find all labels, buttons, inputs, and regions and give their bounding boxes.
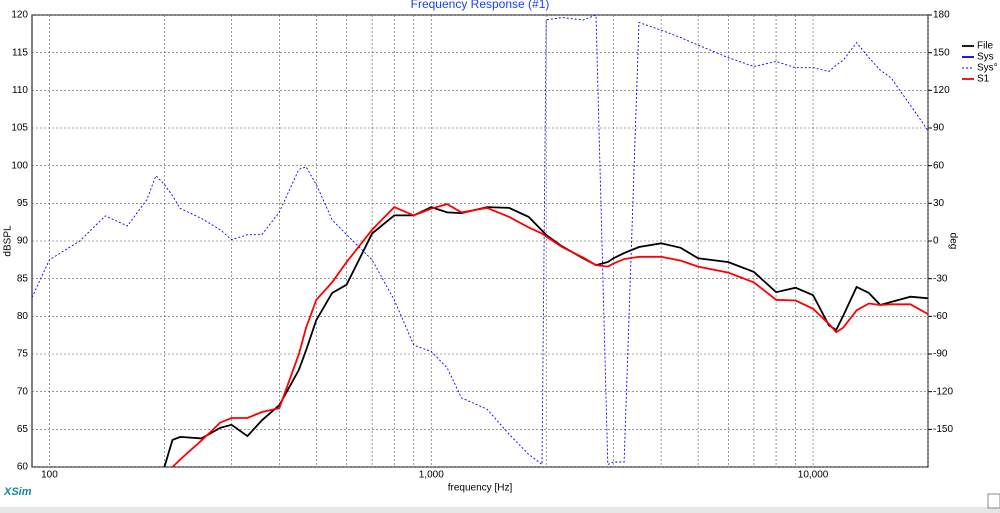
y2-tick-label: 30 — [933, 198, 945, 209]
series-line — [31, 14, 929, 466]
status-bar — [0, 507, 1000, 513]
series-line — [171, 203, 929, 468]
series-line — [163, 206, 929, 468]
y2-tick-label: 180 — [933, 10, 950, 21]
y2-tick-label: 60 — [933, 160, 945, 171]
x-tick-label: 1,000 — [419, 470, 444, 481]
window-button[interactable] — [987, 493, 1000, 509]
x-tick-label: 10,000 — [798, 470, 829, 481]
y-tick-label: 65 — [17, 424, 29, 435]
y-tick-label: 95 — [17, 198, 29, 209]
y-tick-label: 110 — [12, 85, 28, 96]
y-tick-label: 120 — [11, 10, 28, 21]
y2-tick-label: -60 — [933, 311, 948, 322]
y2-axis-label: deg — [947, 233, 958, 250]
y2-tick-label: -120 — [933, 386, 953, 397]
x-axis-label: frequency [Hz] — [448, 483, 513, 494]
y-tick-label: 105 — [11, 123, 28, 134]
y2-tick-label: 120 — [933, 85, 950, 96]
y-tick-label: 80 — [17, 311, 29, 322]
legend-label: S1 — [977, 74, 990, 85]
y-tick-label: 100 — [11, 160, 28, 171]
y2-tick-label: 150 — [933, 47, 950, 58]
legend-label: File — [977, 41, 994, 52]
chart-title: Frequency Response (#1) — [411, 0, 550, 11]
brand: XSim — [3, 486, 32, 498]
y2-tick-label: -90 — [933, 349, 948, 360]
y-tick-label: 115 — [12, 47, 28, 58]
y-axis-label: dBSPL — [3, 225, 14, 257]
y-tick-label: 60 — [17, 462, 29, 473]
y2-tick-label: -150 — [933, 424, 953, 435]
x-tick-label: 100 — [41, 470, 58, 481]
y-tick-label: 85 — [17, 273, 29, 284]
y-tick-label: 75 — [17, 349, 29, 360]
y2-tick-label: 0 — [933, 236, 939, 247]
y2-tick-label: -30 — [933, 273, 948, 284]
y2-tick-label: 90 — [933, 123, 945, 134]
y-tick-label: 90 — [17, 236, 29, 247]
y-tick-label: 70 — [17, 386, 29, 397]
legend-label: Sys° — [977, 63, 998, 74]
legend-label: Sys — [977, 52, 994, 63]
